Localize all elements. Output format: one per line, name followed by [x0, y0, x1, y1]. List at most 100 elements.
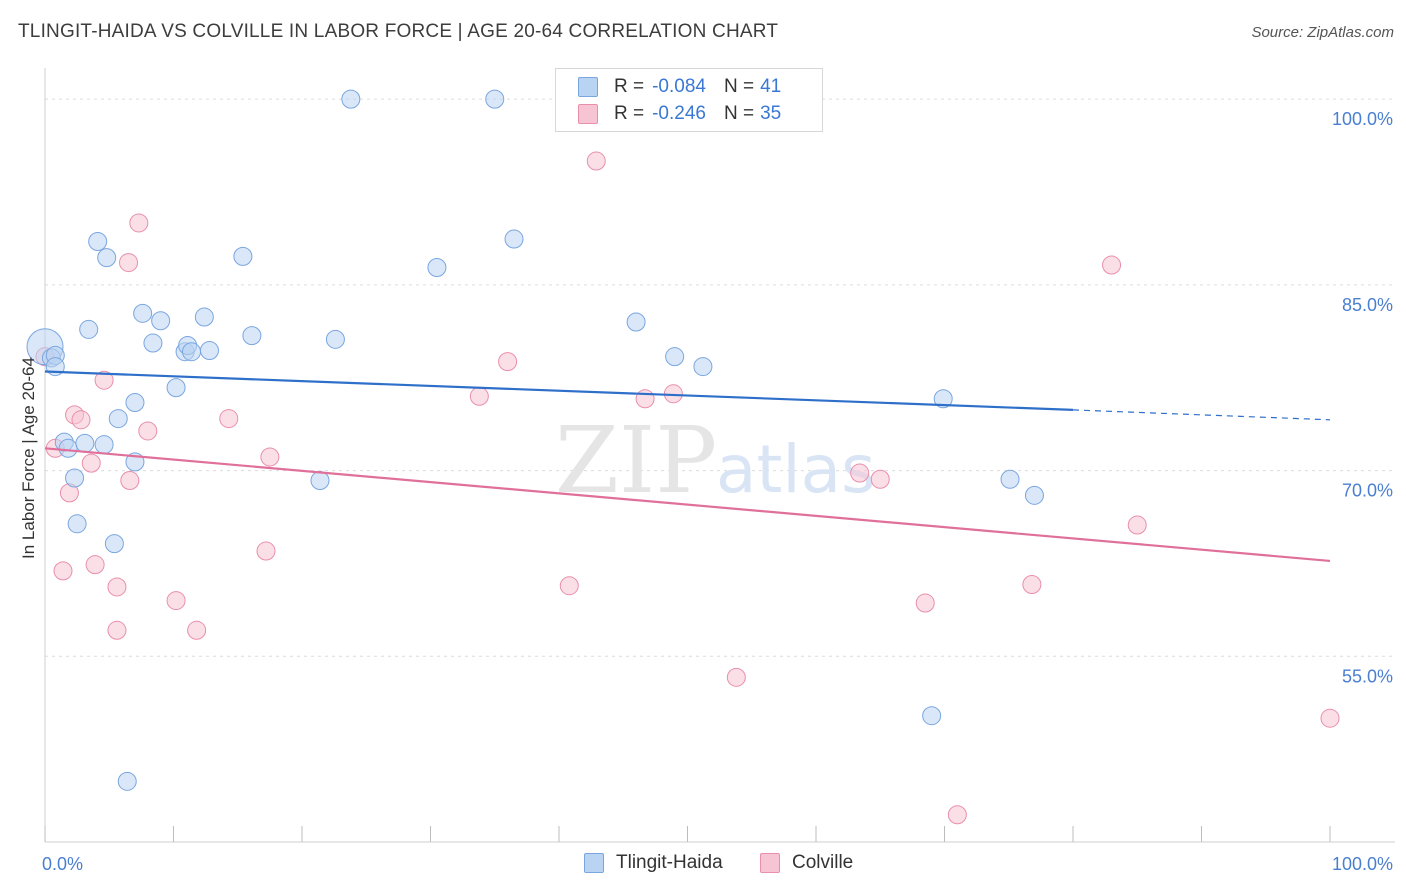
colville-point — [107, 577, 127, 597]
colville-point — [559, 576, 579, 596]
colville-point — [107, 620, 127, 640]
colville-point — [1102, 255, 1122, 275]
tlingit-haida-point — [933, 389, 953, 409]
legend-row-colville: R = -0.246 N = 35 — [578, 101, 781, 127]
tlingit-haida-point — [427, 258, 447, 278]
tlingit-haida-point — [65, 468, 85, 488]
colville-point — [256, 541, 276, 561]
tlingit-haida-trend-line — [44, 370, 1074, 412]
colville-point — [850, 463, 870, 483]
colville-point — [187, 620, 207, 640]
correlation-legend: R = -0.084 N = 41 R = -0.246 N = 35 — [555, 68, 823, 132]
series-swatch-pink — [760, 853, 780, 873]
y-tick-label: 85.0% — [1342, 295, 1393, 315]
legend-n-label: N = — [723, 76, 755, 97]
colville-point — [726, 667, 746, 687]
colville-point — [1022, 574, 1042, 594]
tlingit-haida-point — [67, 514, 87, 534]
trend-lines — [44, 370, 1331, 563]
colville-point — [498, 352, 518, 372]
tlingit-haida-point — [125, 392, 145, 412]
watermark-zip: ZIP — [555, 407, 717, 514]
tlingit-haida-point — [104, 534, 124, 554]
colville-point — [1127, 515, 1147, 535]
tlingit-haida-point — [233, 246, 253, 266]
tlingit-haida-point — [166, 378, 186, 398]
colville-trend-line — [44, 447, 1331, 563]
colville-point — [469, 386, 489, 406]
series-label: Tlingit-Haida — [616, 852, 723, 873]
chart-title: TLINGIT-HAIDA VS COLVILLE IN LABOR FORCE… — [18, 21, 779, 42]
tlingit-haida-point — [58, 438, 78, 458]
tlingit-haida-point — [97, 248, 117, 268]
colville-point — [138, 421, 158, 441]
gridlines — [45, 98, 1395, 657]
tlingit-haida-point — [94, 435, 114, 455]
series-legend-tlingit-haida: Tlingit-Haida — [584, 852, 723, 874]
legend-n-value: 41 — [760, 76, 782, 97]
colville-point — [586, 151, 606, 171]
colville-point — [166, 591, 186, 611]
colville-point — [870, 469, 890, 489]
colville-point — [915, 593, 935, 613]
watermark: ZIP atlas — [555, 407, 876, 514]
legend-row-tlingit-haida: R = -0.084 N = 41 — [578, 74, 781, 100]
colville-point — [53, 561, 73, 581]
colville-point — [94, 370, 114, 390]
colville-point — [1320, 708, 1340, 728]
tlingit-haida-point — [325, 329, 345, 349]
colville-point — [129, 213, 149, 233]
tlingit-haida-point — [485, 89, 505, 109]
tlingit-haida-point — [504, 229, 524, 249]
legend-r-label: R = — [614, 103, 645, 124]
series-legend: Tlingit-Haida Colville — [0, 852, 1406, 876]
tlingit-haida-point — [199, 340, 219, 360]
watermark-atlas: atlas — [716, 431, 876, 508]
tlingit-haida-trend-extension — [1072, 409, 1331, 421]
tlingit-haida-point — [341, 89, 361, 109]
colville-point — [120, 470, 140, 490]
tlingit-haida-point — [133, 303, 153, 323]
y-tick-label: 100.0% — [1332, 109, 1393, 129]
colville-point — [85, 555, 105, 575]
tlingit-haida-point — [108, 409, 128, 429]
colville-point — [119, 253, 139, 273]
colville-point — [260, 447, 280, 467]
x-tick-label: 0.0% — [42, 854, 83, 874]
tlingit-haida-point — [1024, 485, 1044, 505]
tlingit-haida-point — [626, 312, 646, 332]
legend-r-value: -0.084 — [652, 76, 706, 97]
axes: 100.0% 85.0% 70.0% 55.0% 0.0% 100.0% — [42, 68, 1395, 874]
legend-r-value: -0.246 — [652, 103, 706, 124]
tlingit-haida-point — [242, 326, 262, 346]
y-tick-label: 70.0% — [1342, 481, 1393, 501]
legend-swatch-blue — [578, 77, 598, 97]
tlingit-haida-point — [181, 342, 201, 362]
tlingit-haida-point — [117, 771, 137, 791]
series-legend-colville: Colville — [760, 852, 853, 874]
y-tick-label: 55.0% — [1342, 666, 1393, 686]
colville-point — [947, 805, 967, 825]
tlingit-haida-point — [88, 232, 108, 252]
tlingit-haida-point — [75, 433, 95, 453]
tlingit-haida-point — [151, 311, 171, 331]
x-tick-label: 100.0% — [1332, 854, 1393, 874]
colville-point — [635, 389, 655, 409]
tlingit-haida-point — [79, 319, 99, 339]
legend-swatch-pink — [578, 104, 598, 124]
legend-r-label: R = — [614, 76, 645, 97]
tlingit-haida-point — [665, 347, 685, 367]
series-swatch-blue — [584, 853, 604, 873]
colville-point — [219, 409, 239, 429]
legend-n-label: N = — [723, 103, 755, 124]
colville-point — [71, 410, 91, 430]
colville-point — [81, 453, 101, 473]
tlingit-haida-point — [693, 357, 713, 377]
legend-n-value: 35 — [760, 103, 782, 124]
tlingit-haida-point — [1000, 469, 1020, 489]
tlingit-haida-point — [194, 307, 214, 327]
source-credit: Source: ZipAtlas.com — [1251, 24, 1394, 41]
y-axis-label: In Labor Force | Age 20-64 — [19, 357, 38, 559]
series-label: Colville — [792, 852, 854, 873]
